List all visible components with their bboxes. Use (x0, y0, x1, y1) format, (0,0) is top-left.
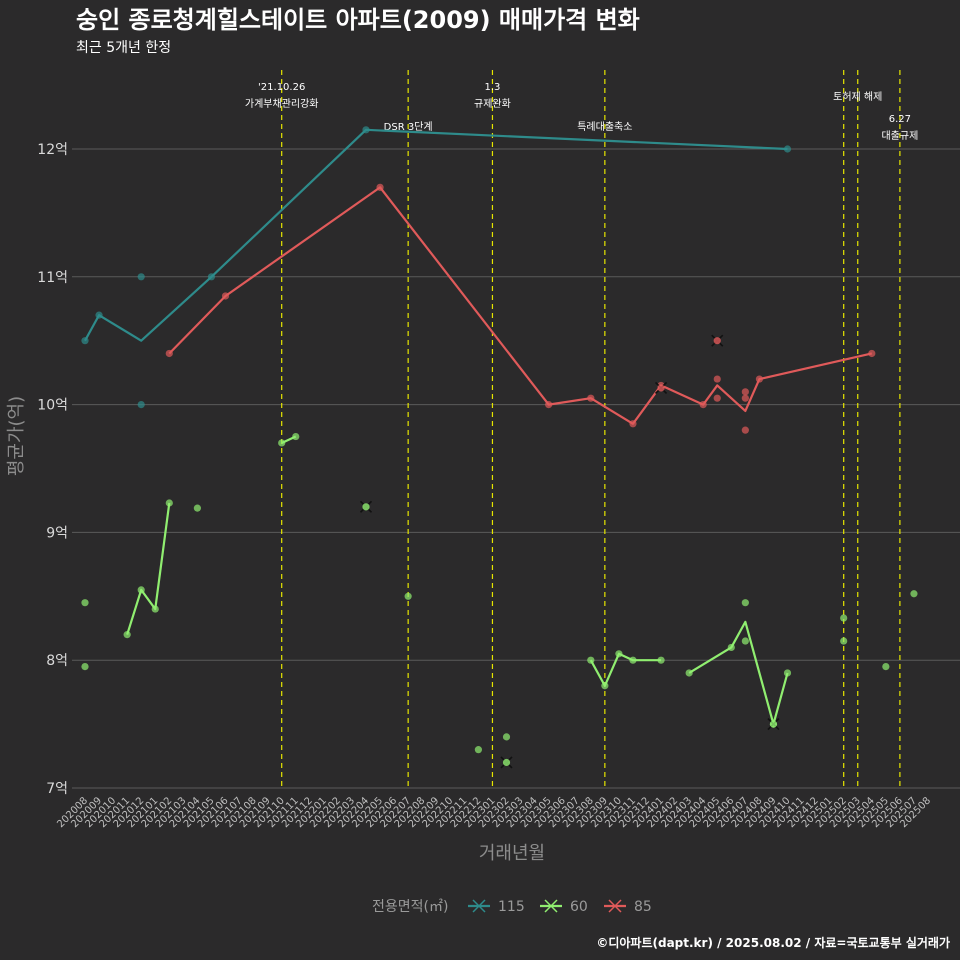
data-point-60 (587, 656, 595, 664)
series (81, 126, 918, 769)
cancelled-mark-60 (359, 500, 373, 513)
policy-label: 토허제 해제 (833, 90, 882, 103)
policy-label: 6.27 (889, 114, 911, 125)
data-point-60 (783, 669, 792, 677)
legend-label-115: 115 (498, 899, 525, 915)
data-point-85 (713, 375, 721, 383)
data-point-60 (657, 656, 665, 664)
chart-subtitle: 최근 5개년 한정 (76, 40, 171, 56)
series-line-85 (168, 186, 873, 425)
legend-title: 전용면적(㎡) (372, 899, 448, 915)
y-tick-label: 8억 (46, 653, 68, 669)
data-point-60 (151, 605, 159, 613)
policy-label: 가계부채관리강화 (245, 98, 319, 110)
data-point-60 (910, 590, 918, 598)
data-point-85 (741, 394, 749, 402)
y-tick-label: 12억 (37, 142, 68, 158)
y-tick-label: 7억 (46, 781, 68, 797)
data-point-60 (474, 746, 482, 754)
y-axis-label: 평균가(억) (6, 396, 27, 476)
data-point-85 (165, 349, 173, 358)
data-point-60 (685, 669, 693, 677)
data-point-85 (741, 388, 749, 396)
data-point-60 (741, 599, 749, 607)
legend-label-60: 60 (570, 899, 588, 915)
data-point-85 (699, 401, 707, 409)
y-tick-label: 10억 (37, 398, 68, 414)
data-point-85 (713, 394, 721, 402)
data-point-60 (123, 631, 131, 639)
data-point-85 (755, 375, 764, 383)
legend-key-cross (472, 899, 486, 913)
grid (72, 148, 960, 789)
series-line-60 (126, 502, 171, 635)
data-point-60 (502, 733, 511, 741)
data-point-115 (207, 273, 216, 281)
data-point-60 (81, 662, 89, 671)
data-point-60 (629, 656, 637, 664)
cancelled-point (362, 503, 370, 511)
cancelled-mark-60 (500, 756, 513, 769)
cancelled-mark-60 (767, 718, 780, 731)
cancelled-point (657, 384, 665, 392)
series-line-60 (688, 620, 789, 726)
data-point-60 (615, 650, 623, 658)
data-point-85 (629, 420, 637, 428)
data-point-60 (292, 432, 300, 441)
data-point-60 (882, 662, 890, 671)
source-caption: ©디아파트(dapt.kr) / 2025.08.02 / 자료=국토교통부 실… (596, 935, 950, 950)
y-axis-ticks: 7억 8억 9억 10억 11억 12억 (37, 142, 68, 797)
data-point-85 (376, 183, 384, 191)
policy-label: DSR 3단계 (384, 121, 433, 133)
data-point-60 (601, 682, 609, 690)
policy-label: 규제완화 (474, 98, 511, 110)
data-point-60 (278, 439, 286, 447)
data-point-85 (545, 401, 553, 409)
legend: 전용면적(㎡) 115 60 85 (372, 899, 652, 915)
policy-label: 대출규제 (881, 130, 918, 142)
policy-label: 특례대출축소 (577, 121, 632, 133)
data-point-60 (741, 637, 749, 645)
data-point-60 (840, 614, 848, 622)
data-point-115 (81, 337, 89, 345)
data-point-60 (165, 499, 173, 507)
data-point-60 (840, 637, 848, 645)
data-point-115 (95, 311, 103, 319)
data-point-85 (221, 292, 230, 300)
data-point-60 (404, 592, 412, 600)
cancelled-point (769, 720, 778, 728)
legend-label-85: 85 (634, 899, 652, 915)
x-axis-ticks: 2020082020092020102020112020122021012021… (55, 795, 933, 830)
cancelled-mark-85 (711, 334, 724, 347)
data-point-85 (587, 394, 595, 402)
data-point-60 (193, 504, 201, 512)
x-axis-label: 거래년월 (479, 843, 545, 864)
cancelled-mark-85 (654, 381, 668, 395)
legend-key-cross (608, 899, 622, 913)
data-point-115 (783, 145, 792, 153)
data-point-60 (727, 643, 735, 652)
cancelled-point (713, 337, 721, 345)
policy-label: 1.3 (484, 82, 500, 93)
y-tick-label: 9억 (46, 525, 68, 541)
cancelled-point (502, 758, 511, 767)
data-point-115 (137, 273, 145, 281)
chart-title: 숭인 종로청계힐스테이트 아파트(2009) 매매가격 변화 (76, 6, 640, 34)
policy-label: '21.10.26 (258, 82, 305, 93)
data-point-85 (741, 426, 749, 434)
data-point-85 (868, 349, 876, 358)
legend-key-cross (544, 899, 558, 913)
series-line-115 (84, 128, 788, 342)
data-point-60 (137, 586, 145, 594)
y-tick-label: 11억 (37, 270, 68, 286)
data-point-60 (81, 599, 89, 607)
data-point-115 (362, 126, 370, 134)
data-point-115 (137, 401, 145, 409)
